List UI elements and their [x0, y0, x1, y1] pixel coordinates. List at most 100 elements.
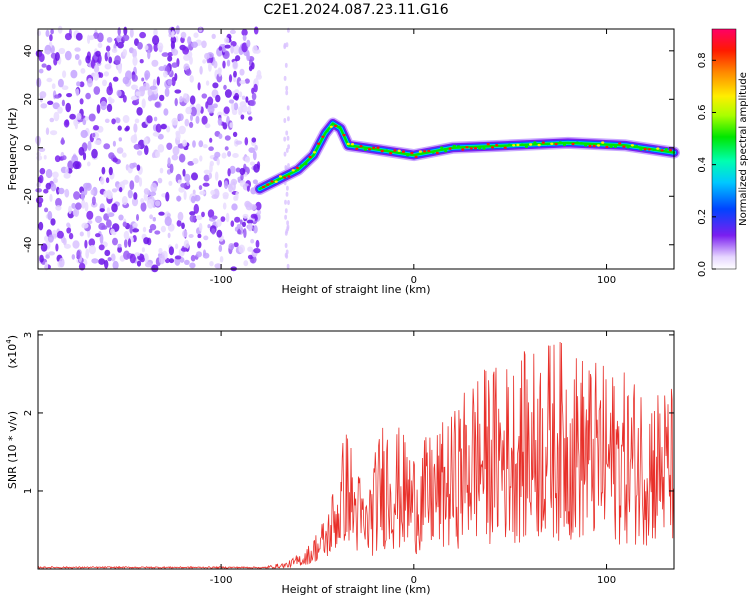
noise-dot	[104, 118, 110, 124]
noise-dot	[226, 59, 231, 67]
noise-dot	[179, 257, 185, 263]
noise-dot	[68, 205, 72, 215]
noise-dot	[158, 254, 165, 265]
noise-dot	[66, 222, 71, 228]
noise-dot	[44, 50, 51, 55]
noise-dot	[160, 225, 166, 233]
noise-dot	[75, 202, 82, 210]
signal-hot-spot	[541, 141, 545, 144]
signal-hot-spot	[397, 149, 401, 152]
noise-dot	[70, 69, 78, 79]
noise-dot	[222, 202, 227, 210]
noise-dot	[228, 74, 233, 83]
noise-dot	[55, 205, 62, 211]
noise-dot	[183, 93, 188, 99]
noise-dot	[252, 45, 258, 54]
noise-dot	[111, 188, 118, 193]
noise-dot	[196, 251, 202, 258]
noise-dot	[170, 36, 177, 44]
noise-dot	[191, 172, 198, 181]
signal-hot-spot	[440, 146, 444, 149]
noise-dot	[61, 137, 65, 145]
noise-dot	[248, 147, 255, 154]
noise-dot	[97, 42, 103, 49]
noise-dot	[125, 125, 130, 131]
noise-dot	[255, 239, 260, 248]
noise-dot	[65, 166, 69, 175]
noise-dot	[149, 214, 154, 220]
colorbar-ticks: 0.0 0.2 0.4 0.6 0.8	[697, 52, 716, 277]
noise-dot	[105, 177, 110, 184]
noise-dot	[207, 96, 214, 106]
noise-dot	[227, 150, 232, 157]
signal-hot-spot	[266, 183, 270, 186]
noise-dot	[257, 209, 262, 215]
noise-dot	[49, 117, 55, 123]
noise-dot	[86, 210, 94, 220]
noise-dot	[229, 122, 234, 128]
noise-dot	[178, 125, 186, 135]
noise-dot	[139, 59, 144, 64]
signal-hot-spot	[499, 144, 503, 148]
noise-dot	[198, 140, 204, 148]
noise-dot	[99, 233, 104, 244]
noise-dot	[182, 46, 190, 55]
noise-dot	[103, 190, 109, 198]
noise-dot	[93, 71, 99, 81]
noise-dot	[250, 213, 258, 219]
noise-dot	[85, 55, 91, 64]
noise-dot	[136, 214, 139, 221]
noise-dot	[248, 65, 253, 72]
noise-dot	[132, 56, 138, 66]
noise-dot	[57, 106, 63, 114]
noise-dot	[153, 43, 159, 52]
noise-dot	[252, 179, 258, 185]
noise-dot	[84, 239, 88, 249]
noise-dot	[55, 243, 59, 252]
noise-dot	[185, 106, 192, 115]
noise-dot	[58, 187, 65, 195]
signal-hot-spot	[588, 144, 592, 148]
noise-dot	[43, 155, 47, 160]
snr-panel: -100 0 100 1 2 3 Height of straight line (km…	[5, 330, 675, 596]
signal-hot-spot	[512, 144, 516, 147]
noise-dot	[175, 25, 180, 35]
noise-dot	[286, 135, 290, 141]
signal-hot-spot	[393, 149, 397, 152]
snr-x-ticks: -100 0 100	[210, 331, 616, 586]
noise-dot	[203, 169, 211, 175]
noise-dot	[74, 121, 78, 130]
signal-hot-spot	[605, 145, 609, 149]
noise-dot	[116, 147, 124, 154]
noise-dot	[69, 113, 76, 120]
noise-dot	[230, 41, 237, 47]
noise-dot	[163, 70, 168, 78]
noise-dot	[202, 59, 207, 64]
noise-dot	[283, 151, 287, 157]
signal-hot-spot	[516, 143, 520, 147]
noise-dot	[127, 238, 132, 248]
noise-dot	[36, 136, 41, 146]
noise-dot	[90, 189, 95, 196]
noise-dot	[192, 189, 196, 195]
noise-dot	[64, 33, 72, 41]
noise-dot	[95, 233, 101, 238]
noise-dot	[242, 34, 247, 42]
noise-dot	[135, 91, 141, 97]
noise-dot	[231, 101, 235, 112]
noise-dot	[140, 198, 145, 204]
noise-dot	[59, 257, 65, 268]
noise-dot	[208, 146, 214, 151]
signal-hot-spot	[490, 146, 495, 149]
signal-hot-spot	[554, 142, 558, 146]
noise-dot	[67, 160, 74, 170]
noise-dot	[63, 119, 70, 128]
noise-dot	[122, 34, 130, 42]
noise-dot	[84, 201, 89, 212]
noise-dot	[46, 77, 53, 83]
colorbar-tick-label: 0.6	[697, 105, 708, 121]
noise-dot	[224, 44, 231, 49]
noise-dot	[36, 155, 43, 161]
noise-dot	[50, 183, 57, 192]
noise-dot	[179, 96, 184, 103]
